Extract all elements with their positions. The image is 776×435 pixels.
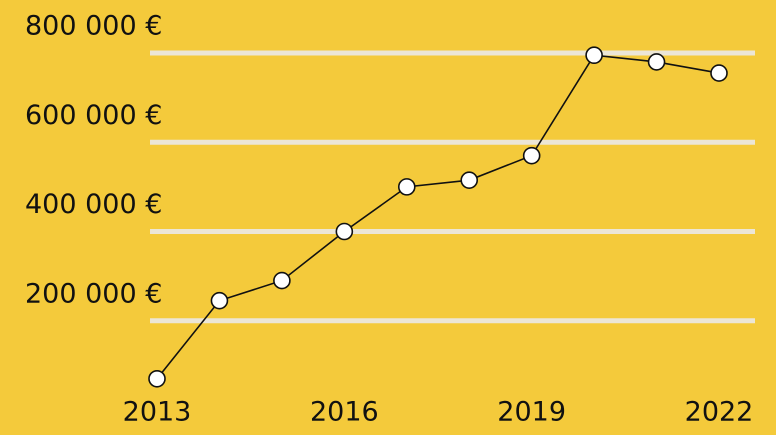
y-tick-label: 600 000 € <box>25 100 162 131</box>
point <box>585 46 603 65</box>
point <box>397 178 416 196</box>
point <box>210 291 229 310</box>
x-tick-label: 2019 <box>497 397 566 428</box>
x-tick-label: 2013 <box>123 397 192 428</box>
point <box>710 64 728 82</box>
point <box>273 271 291 290</box>
point <box>647 53 666 71</box>
x-tick-label: 2016 <box>310 397 379 428</box>
point <box>335 222 354 241</box>
x-tick-label: 2022 <box>685 397 754 428</box>
y-tick-label: 800 000 € <box>25 11 162 42</box>
point <box>522 146 541 165</box>
point <box>148 369 166 388</box>
y-tick-label: 200 000 € <box>25 278 162 309</box>
line <box>156 54 720 380</box>
point <box>460 171 479 189</box>
y-tick-label: 400 000 € <box>25 189 162 220</box>
